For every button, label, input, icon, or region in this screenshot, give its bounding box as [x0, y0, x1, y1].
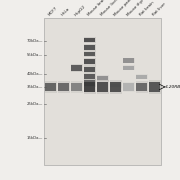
- Text: Mouse liver: Mouse liver: [100, 0, 119, 17]
- Text: HeLa: HeLa: [61, 7, 71, 17]
- Text: Mouse brain: Mouse brain: [87, 0, 107, 17]
- Bar: [71, 83, 82, 91]
- Bar: [110, 82, 121, 92]
- Bar: [84, 67, 95, 72]
- Bar: [84, 59, 95, 64]
- Bar: [97, 82, 108, 92]
- Bar: [84, 73, 96, 80]
- Bar: [136, 74, 148, 79]
- Bar: [58, 83, 69, 91]
- Bar: [97, 75, 109, 81]
- Bar: [45, 81, 57, 93]
- Text: HepG2: HepG2: [74, 4, 87, 17]
- Bar: [123, 65, 135, 70]
- Text: Mouse thymus: Mouse thymus: [126, 0, 150, 17]
- Bar: [136, 83, 147, 91]
- Bar: [97, 76, 108, 80]
- Bar: [136, 75, 147, 78]
- Bar: [58, 81, 70, 93]
- Bar: [84, 38, 95, 42]
- Bar: [84, 82, 95, 92]
- Bar: [110, 83, 122, 88]
- Bar: [84, 37, 96, 43]
- Bar: [44, 18, 161, 165]
- Text: Rat brain: Rat brain: [139, 1, 155, 17]
- Bar: [84, 74, 95, 79]
- Bar: [136, 81, 148, 93]
- Bar: [71, 64, 83, 72]
- Text: MCF7: MCF7: [48, 6, 59, 17]
- Text: 35kDa—: 35kDa—: [27, 85, 43, 89]
- Bar: [110, 80, 122, 94]
- Bar: [84, 45, 95, 50]
- Text: 15kDa—: 15kDa—: [27, 136, 43, 140]
- Bar: [84, 51, 96, 57]
- Bar: [149, 82, 160, 92]
- Bar: [84, 52, 95, 56]
- Bar: [71, 65, 82, 71]
- Bar: [71, 81, 83, 93]
- Bar: [84, 66, 96, 73]
- Bar: [110, 84, 121, 87]
- Text: Rat liver: Rat liver: [152, 2, 167, 17]
- Text: IL20RB: IL20RB: [166, 85, 180, 89]
- Text: 40kDa—: 40kDa—: [27, 73, 43, 76]
- Bar: [123, 83, 134, 91]
- Bar: [123, 58, 134, 63]
- Text: 70kDa—: 70kDa—: [27, 39, 43, 43]
- Bar: [45, 83, 56, 91]
- Bar: [84, 79, 96, 87]
- Text: Mouse pancreas: Mouse pancreas: [113, 0, 139, 17]
- Text: 55kDa—: 55kDa—: [27, 53, 43, 57]
- Bar: [84, 44, 96, 51]
- Text: 25kDa—: 25kDa—: [27, 102, 43, 106]
- Bar: [123, 82, 135, 92]
- Bar: [97, 80, 109, 94]
- Bar: [123, 58, 135, 63]
- Bar: [84, 80, 96, 94]
- Bar: [84, 80, 95, 86]
- Bar: [149, 80, 161, 94]
- Bar: [123, 66, 134, 70]
- Bar: [84, 58, 96, 65]
